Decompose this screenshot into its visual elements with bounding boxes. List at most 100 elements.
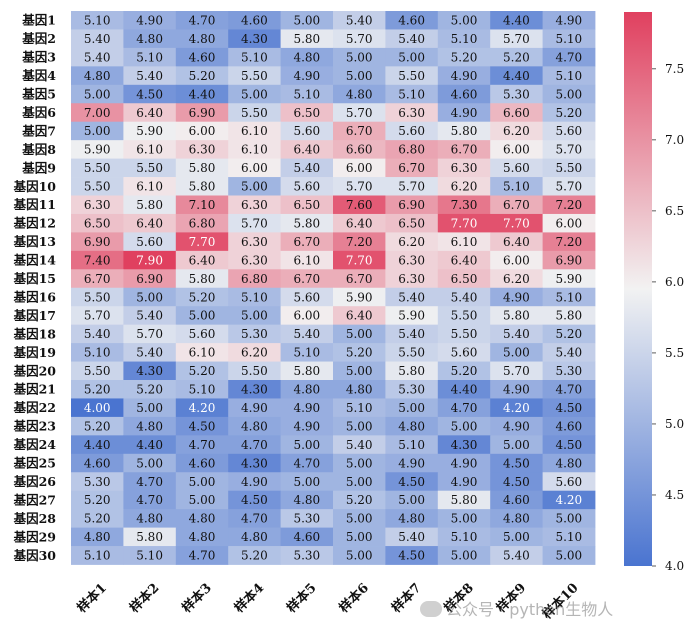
- cell-value-label: 5.30: [293, 512, 320, 526]
- cell-value-label: 5.20: [136, 383, 163, 397]
- cell-value-label: 5.70: [503, 32, 530, 46]
- cell-value-label: 6.10: [136, 143, 163, 157]
- heatmap-cell: [228, 269, 281, 289]
- cell-value-label: 5.40: [398, 32, 425, 46]
- cell-value-label: 5.00: [555, 512, 582, 526]
- heatmap-cell: [490, 324, 543, 344]
- cell-value-label: 5.20: [346, 493, 373, 507]
- heatmap-cell: [71, 66, 124, 86]
- heatmap-cell: [228, 195, 281, 215]
- heatmap-cell: [333, 121, 386, 141]
- cell-value-label: 5.40: [293, 161, 320, 175]
- cell-value-label: 5.80: [293, 32, 320, 46]
- heatmap-cell: [333, 546, 386, 565]
- cell-value-label: 5.00: [346, 364, 373, 378]
- row-label: 基因14: [13, 253, 57, 268]
- cell-value-label: 6.80: [241, 272, 268, 286]
- cell-value-label: 4.30: [241, 383, 268, 397]
- heatmap-cell: [228, 11, 281, 30]
- heatmap-cell: [71, 509, 124, 528]
- heatmap-cell: [490, 287, 543, 307]
- cell-value-label: 4.40: [189, 87, 216, 101]
- heatmap-cell: [333, 232, 386, 252]
- row-label: 基因26: [13, 474, 57, 489]
- heatmap-cell: [490, 472, 543, 492]
- cell-value-label: 6.50: [293, 106, 320, 120]
- heatmap-cell: [71, 324, 124, 344]
- heatmap-cell: [490, 140, 543, 159]
- cell-value-label: 5.60: [398, 124, 425, 138]
- heatmap-cell: [542, 546, 596, 565]
- heatmap-cell: [490, 29, 543, 49]
- column-label: 样本2: [126, 580, 162, 616]
- heatmap-cell: [490, 546, 543, 565]
- cell-value-label: 4.30: [241, 32, 268, 46]
- heatmap-cell: [228, 435, 281, 455]
- heatmap-cell: [175, 453, 229, 473]
- heatmap-cell: [123, 140, 177, 159]
- cell-value-label: 4.60: [189, 50, 216, 64]
- heatmap-cell: [542, 158, 596, 178]
- cell-value-label: 5.20: [84, 419, 111, 433]
- cell-value-label: 5.80: [451, 124, 478, 138]
- cell-value-label: 4.90: [293, 401, 320, 415]
- heatmap-cell: [542, 177, 596, 196]
- heatmap-cell: [333, 269, 386, 289]
- heatmap-cell: [385, 380, 439, 399]
- cell-value-label: 4.80: [346, 383, 373, 397]
- row-label: 基因8: [21, 142, 56, 157]
- heatmap-cell: [175, 416, 229, 436]
- cell-value-label: 5.10: [346, 401, 373, 415]
- heatmap-cell: [123, 453, 177, 473]
- heatmap-cell: [333, 11, 386, 30]
- cell-value-label: 5.00: [503, 346, 530, 360]
- heatmap-cell: [437, 398, 491, 418]
- row-label: 基因17: [13, 308, 56, 323]
- heatmap-cell: [123, 121, 177, 141]
- heatmap-cell: [437, 121, 491, 141]
- cell-value-label: 5.60: [189, 327, 216, 341]
- cell-value-label: 5.40: [555, 346, 582, 360]
- heatmap-cell: [490, 158, 543, 178]
- cell-value-label: 5.00: [503, 438, 530, 452]
- heatmap-cell: [123, 509, 177, 528]
- heatmap-cell: [228, 472, 281, 492]
- heatmap-cell: [385, 546, 439, 565]
- cell-value-label: 6.40: [346, 309, 373, 323]
- column-label: 样本6: [336, 580, 372, 616]
- cell-value-label: 6.50: [84, 216, 111, 230]
- cell-value-label: 6.60: [346, 143, 373, 157]
- cell-value-label: 5.00: [503, 530, 530, 544]
- cell-value-label: 5.40: [136, 69, 163, 83]
- cell-value-label: 5.40: [346, 14, 373, 28]
- heatmap-cell: [542, 509, 596, 528]
- heatmap-cell: [228, 324, 281, 344]
- cell-value-label: 5.80: [293, 364, 320, 378]
- colorbar-tick-label: 5.0: [665, 417, 684, 431]
- cell-value-label: 6.10: [136, 180, 163, 194]
- cell-value-label: 5.20: [555, 327, 582, 341]
- heatmap-cell: [280, 195, 334, 215]
- heatmap-cell: [280, 490, 334, 510]
- heatmap-cell: [333, 103, 386, 123]
- cell-value-label: 5.50: [451, 327, 478, 341]
- cell-value-label: 5.50: [241, 69, 268, 83]
- heatmap-cell: [542, 269, 596, 289]
- heatmap-cell: [437, 306, 491, 326]
- cell-value-label: 5.40: [451, 290, 478, 304]
- heatmap-cell: [228, 66, 281, 86]
- heatmap-cell: [437, 84, 491, 104]
- row-label: 基因13: [13, 234, 56, 249]
- cell-value-label: 5.00: [346, 69, 373, 83]
- cell-value-label: 5.50: [451, 309, 478, 323]
- cell-value-label: 5.80: [503, 309, 530, 323]
- cell-value-label: 5.00: [189, 309, 216, 323]
- cell-value-label: 6.30: [398, 272, 425, 286]
- cell-value-label: 5.90: [136, 124, 163, 138]
- cell-value-label: 4.80: [241, 530, 268, 544]
- heatmap-cell: [437, 453, 491, 473]
- colorbar-tick-label: 7.5: [665, 62, 684, 76]
- cell-value-label: 5.60: [293, 124, 320, 138]
- heatmap-cell: [280, 103, 334, 123]
- cell-value-label: 5.20: [451, 50, 478, 64]
